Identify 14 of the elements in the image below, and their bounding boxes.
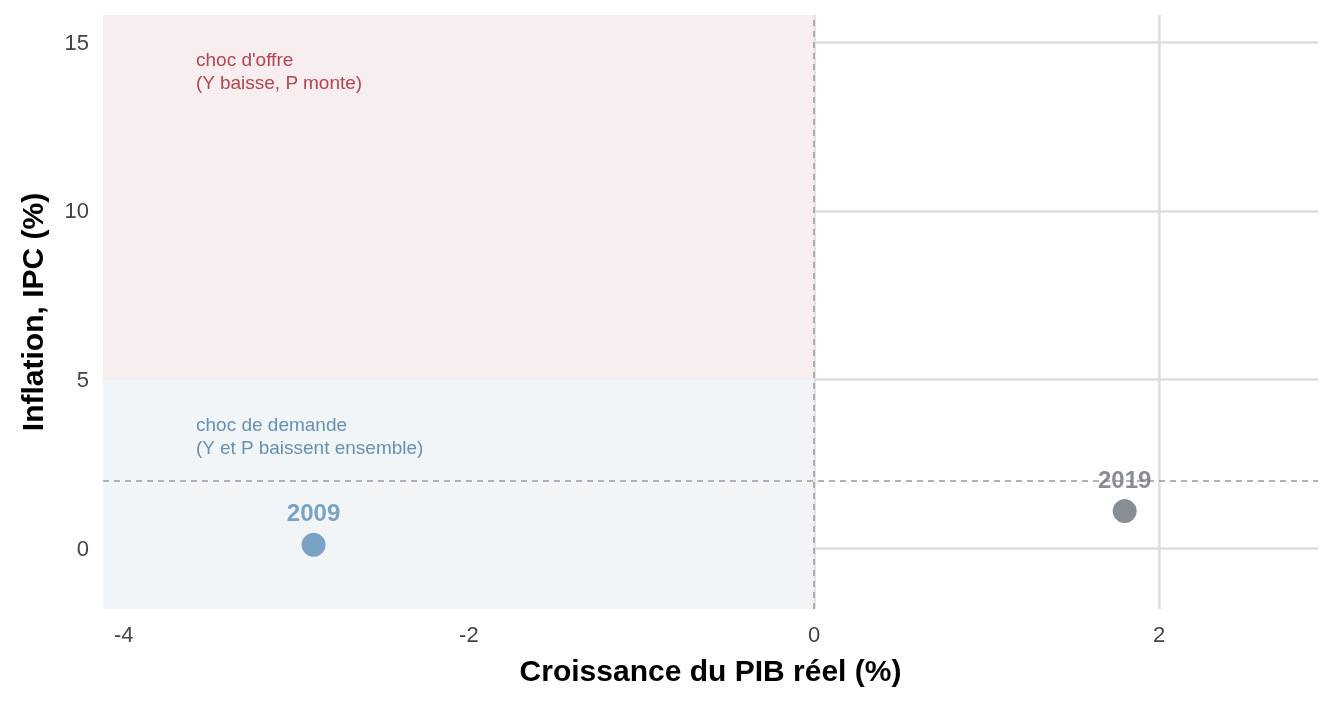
x-tick-label: -4	[113, 621, 134, 647]
x-axis-title: Croissance du PIB réel (%)	[519, 653, 902, 687]
series-label: 2009	[286, 499, 341, 527]
y-tick-label: 0	[76, 535, 89, 561]
y-axis-title: Inflation, IPC (%)	[15, 192, 49, 432]
y-tick-label: 5	[76, 367, 89, 392]
y-tick-label: 15	[64, 29, 89, 55]
y-tick-label: 10	[64, 198, 89, 224]
band-label: choc d'offre (Y baisse, P monte)	[196, 49, 363, 93]
band-label: choc de demande (Y et P baissent ensemble)	[196, 413, 424, 458]
x-tick-label: 2	[1153, 621, 1166, 647]
x-tick-label: 0	[807, 621, 821, 647]
x-tick-label: -2	[459, 621, 479, 647]
series-label: 2019	[1098, 465, 1152, 493]
